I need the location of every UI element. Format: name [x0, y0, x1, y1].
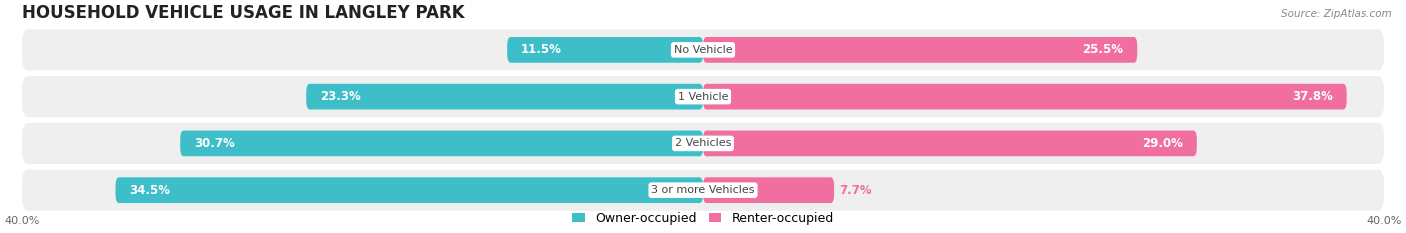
Text: Source: ZipAtlas.com: Source: ZipAtlas.com — [1281, 9, 1392, 19]
FancyBboxPatch shape — [307, 84, 703, 110]
Text: 11.5%: 11.5% — [520, 43, 561, 56]
FancyBboxPatch shape — [22, 123, 1384, 164]
FancyBboxPatch shape — [703, 37, 1137, 63]
Text: 29.0%: 29.0% — [1142, 137, 1184, 150]
Text: 23.3%: 23.3% — [319, 90, 360, 103]
FancyBboxPatch shape — [703, 130, 1197, 156]
Text: 34.5%: 34.5% — [129, 184, 170, 197]
FancyBboxPatch shape — [115, 177, 703, 203]
FancyBboxPatch shape — [22, 29, 1384, 70]
Text: 1 Vehicle: 1 Vehicle — [678, 92, 728, 102]
Text: 3 or more Vehicles: 3 or more Vehicles — [651, 185, 755, 195]
Text: 37.8%: 37.8% — [1292, 90, 1333, 103]
FancyBboxPatch shape — [22, 76, 1384, 117]
FancyBboxPatch shape — [22, 170, 1384, 211]
Text: 30.7%: 30.7% — [194, 137, 235, 150]
Text: HOUSEHOLD VEHICLE USAGE IN LANGLEY PARK: HOUSEHOLD VEHICLE USAGE IN LANGLEY PARK — [22, 4, 464, 22]
FancyBboxPatch shape — [508, 37, 703, 63]
FancyBboxPatch shape — [180, 130, 703, 156]
FancyBboxPatch shape — [703, 84, 1347, 110]
Legend: Owner-occupied, Renter-occupied: Owner-occupied, Renter-occupied — [568, 207, 838, 230]
Text: 7.7%: 7.7% — [839, 184, 872, 197]
Text: 2 Vehicles: 2 Vehicles — [675, 138, 731, 148]
FancyBboxPatch shape — [703, 177, 834, 203]
Text: 25.5%: 25.5% — [1083, 43, 1123, 56]
Text: No Vehicle: No Vehicle — [673, 45, 733, 55]
